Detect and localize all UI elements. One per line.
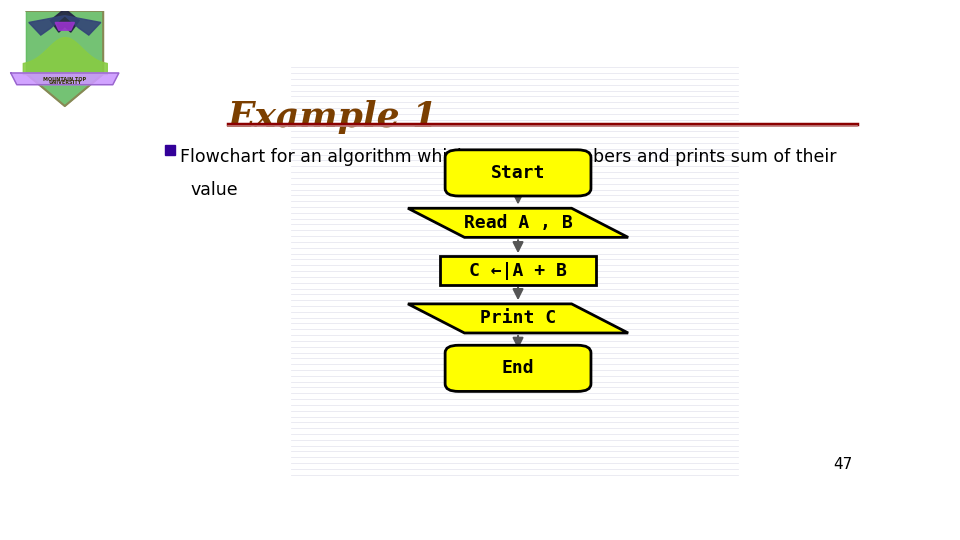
Polygon shape — [51, 9, 79, 32]
Polygon shape — [29, 16, 65, 35]
Text: Print C: Print C — [480, 309, 556, 327]
Polygon shape — [56, 23, 75, 30]
Text: End: End — [502, 359, 535, 377]
Polygon shape — [65, 16, 101, 35]
Text: Example 1: Example 1 — [228, 100, 439, 134]
Text: C ←|A + B: C ←|A + B — [469, 261, 567, 280]
Polygon shape — [408, 304, 628, 333]
Text: UNIVERSITY: UNIVERSITY — [48, 80, 82, 85]
Text: Flowchart for an algorithm which gets two numbers and prints sum of their: Flowchart for an algorithm which gets tw… — [180, 148, 836, 166]
Text: Read A , B: Read A , B — [464, 214, 572, 232]
Polygon shape — [408, 208, 628, 238]
Polygon shape — [11, 73, 119, 85]
Text: value: value — [191, 181, 238, 199]
Text: MOUNTAIN TOP: MOUNTAIN TOP — [43, 77, 86, 82]
FancyBboxPatch shape — [445, 150, 591, 196]
Text: 47: 47 — [833, 457, 852, 472]
Bar — [440, 256, 596, 285]
Text: Start: Start — [491, 164, 545, 182]
FancyBboxPatch shape — [445, 345, 591, 392]
Polygon shape — [27, 11, 104, 106]
